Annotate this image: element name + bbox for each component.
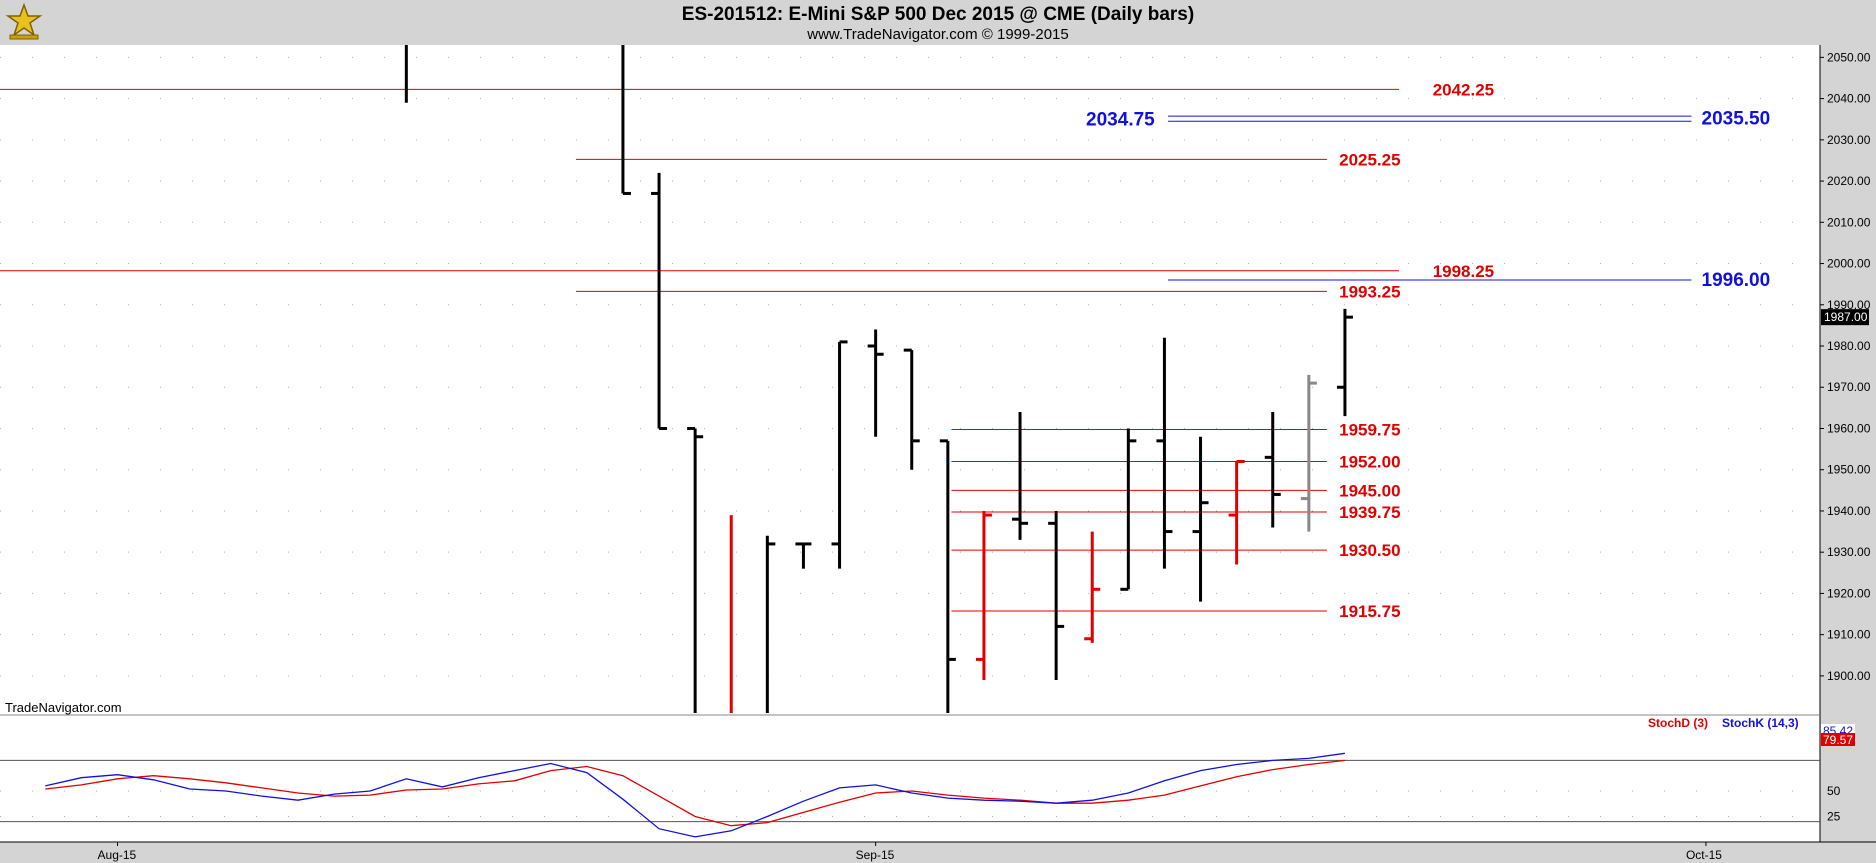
ohlc-bar	[765, 535, 776, 713]
stoch-tick-label: 25	[1827, 810, 1841, 824]
ohlc-bar	[939, 439, 956, 713]
blue-level-right-label: 1996.00	[1702, 270, 1771, 291]
date-axis-panel	[0, 842, 1876, 863]
level-label-1915.75: 1915.75	[1339, 602, 1400, 621]
stoch-d-value: 79.57	[1823, 733, 1853, 747]
watermark-text: TradeNavigator.com	[5, 700, 122, 715]
ohlc-bar	[1264, 411, 1281, 528]
price-tick-label: 2000.00	[1827, 257, 1871, 271]
price-tick-label: 2040.00	[1827, 92, 1871, 106]
price-tick-label: 1960.00	[1827, 421, 1871, 435]
ohlc-bar	[1048, 510, 1065, 681]
price-tick-label: 1910.00	[1827, 628, 1871, 642]
blue-level-left-label: 2034.75	[1086, 110, 1155, 131]
level-label-2042.25: 2042.25	[1433, 80, 1494, 99]
ohlc-bar	[1300, 374, 1317, 532]
blue-level-right-label: 2035.50	[1702, 109, 1771, 130]
axes: 1900.00 1910.00 1920.00 1930.00 1940.00 1950.…	[98, 50, 1871, 862]
price-tick-label: 2010.00	[1827, 215, 1871, 229]
level-label-1945.00: 1945.00	[1339, 481, 1400, 500]
ohlc-bar	[1120, 428, 1137, 591]
price-tick-label: 2030.00	[1827, 133, 1871, 147]
ohlc-bars	[404, 45, 1353, 713]
level-label-1959.75: 1959.75	[1339, 421, 1400, 440]
trade-navigator-logo-icon	[5, 2, 43, 40]
level-label-1998.25: 1998.25	[1433, 262, 1494, 281]
price-tick-label: 1940.00	[1827, 504, 1871, 518]
last-price-tag	[1821, 309, 1869, 326]
ohlc-bar	[1012, 411, 1029, 540]
price-tick-label: 1970.00	[1827, 380, 1871, 394]
ohlc-bar	[795, 542, 812, 569]
price-tick-label: 2020.00	[1827, 174, 1871, 188]
stoch-d-tag	[1821, 733, 1855, 746]
level-label-1939.75: 1939.75	[1339, 503, 1400, 522]
ohlc-bar	[975, 510, 992, 681]
price-tick-label: 1900.00	[1827, 669, 1871, 683]
stoch-tick-label: 50	[1827, 784, 1841, 798]
ohlc-bar	[651, 172, 668, 430]
chart-title: ES-201512: E-Mini S&P 500 Dec 2015 @ CME…	[681, 4, 1195, 25]
stoch-legend-item: StochD (3)	[1648, 716, 1708, 730]
price-tick-label: 1980.00	[1827, 339, 1871, 353]
ohlc-bar	[867, 329, 884, 437]
last-price-label: 1987.00	[1824, 310, 1868, 324]
ohlc-bar	[903, 348, 920, 470]
ohlc-bar	[1336, 308, 1353, 417]
price-tick-label: 1950.00	[1827, 463, 1871, 477]
date-tick-label: Sep-15	[856, 848, 895, 862]
level-label-1952.00: 1952.00	[1339, 452, 1400, 471]
ohlc-bar	[687, 426, 704, 713]
ohlc-bar	[1156, 337, 1173, 569]
chart-header: ES-201512: E-Mini S&P 500 Dec 2015 @ CME…	[0, 0, 1876, 45]
price-tick-label: 2050.00	[1827, 50, 1871, 64]
ohlc-bar	[1084, 531, 1101, 643]
stoch-k-line	[45, 752, 1345, 838]
chart-subtitle: www.TradeNavigator.com © 1999-2015	[807, 26, 1069, 43]
ohlc-bar	[831, 340, 848, 569]
support-resistance-levels: 2042.25 2025.25 1998.25 1993.25 1959.75 1952.…	[0, 80, 1770, 621]
ohlc-bar	[1228, 459, 1245, 565]
stoch-legend-item: StochK (14,3)	[1722, 716, 1799, 730]
price-tick-label: 1930.00	[1827, 545, 1871, 559]
date-tick-label: Aug-15	[98, 848, 137, 862]
level-label-1930.50: 1930.50	[1339, 541, 1400, 560]
price-tick-label: 1990.00	[1827, 298, 1871, 312]
date-tick-label: Oct-15	[1686, 848, 1722, 862]
level-label-2025.25: 2025.25	[1339, 150, 1400, 169]
level-label-1993.25: 1993.25	[1339, 282, 1400, 301]
ohlc-bar	[1192, 436, 1209, 602]
ohlc-bar	[621, 45, 631, 195]
stoch-d-line	[45, 759, 1345, 827]
price-tick-label: 1920.00	[1827, 586, 1871, 600]
